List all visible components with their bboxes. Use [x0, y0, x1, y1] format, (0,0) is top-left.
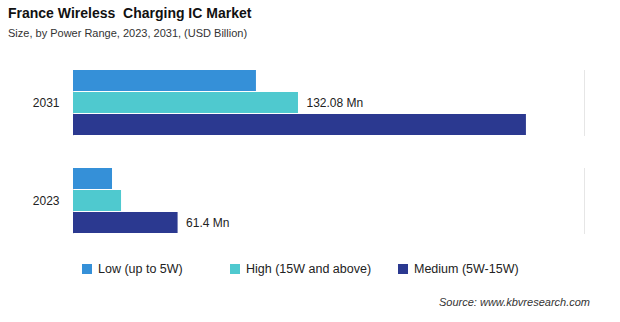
- svg-text:132.08 Mn: 132.08 Mn: [306, 96, 363, 110]
- html-text:Size, by Power Range, 2023, 20: Size, by Power Range, 2023, 2031, (USD B…: [8, 27, 248, 39]
- html-text:High (15W and above): High (15W and above): [246, 262, 372, 276]
- svg-text:2023: 2023: [33, 194, 60, 208]
- html-text:Medium (5W-15W): Medium (5W-15W): [414, 262, 519, 276]
- svg-text:61.4 Mn: 61.4 Mn: [186, 216, 229, 230]
- svg-text:2031: 2031: [33, 96, 60, 110]
- html-text:Source: www.kbvresearch.com: Source: www.kbvresearch.com: [439, 296, 590, 308]
- html-text:France Wireless Charging IC Ma: France Wireless Charging IC Market: [8, 5, 252, 21]
- html-text:Low (up to 5W): Low (up to 5W): [98, 262, 183, 276]
